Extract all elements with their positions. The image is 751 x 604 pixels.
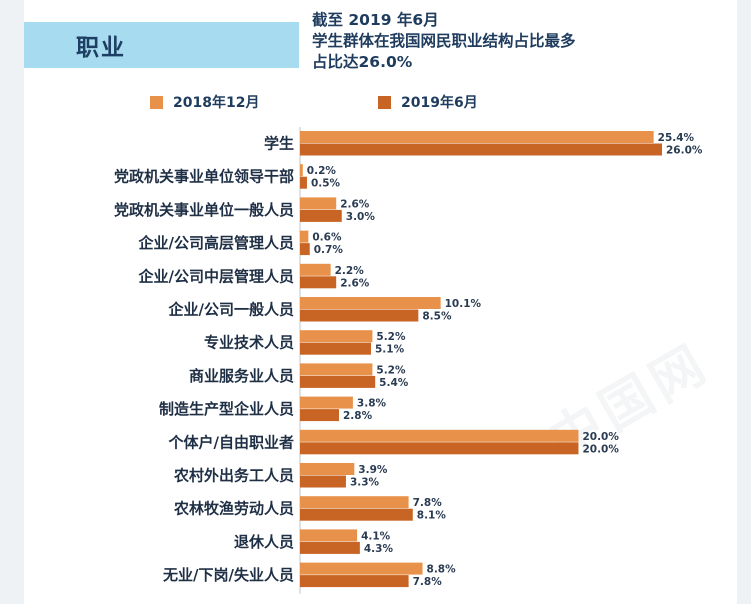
value-label: 26.0% (666, 145, 703, 157)
category-label: 企业/公司高层管理人员 (138, 234, 294, 252)
value-label: 7.8% (413, 576, 443, 588)
category-label: 党政机关事业单位领导干部 (114, 168, 294, 186)
value-label: 5.1% (375, 344, 405, 356)
bar-2018-12 (300, 164, 303, 177)
category-label: 无业/下岗/失业人员 (162, 566, 294, 584)
legend-item-series-b: 2019年6月 (378, 92, 478, 112)
bar-2019-06 (300, 276, 337, 289)
value-label: 2.2% (335, 265, 365, 277)
headline-line-2: 学生群体在我国网民职业结构占比最多 (312, 32, 576, 50)
bar-2018-12 (300, 197, 337, 210)
bar-2019-06 (300, 409, 339, 422)
bar-2019-06 (300, 209, 342, 222)
value-label: 8.1% (417, 510, 447, 522)
value-label: 5.2% (376, 331, 406, 343)
category-label: 专业技术人员 (204, 334, 294, 352)
value-label: 25.4% (658, 132, 695, 144)
value-label: 2.6% (340, 198, 370, 210)
bar-2019-06 (300, 309, 419, 322)
category-label: 农村外出务工人员 (173, 467, 294, 485)
headline-line-1: 截至 2019 年6月 (312, 11, 439, 29)
category-label: 学生 (264, 135, 294, 153)
bar-2019-06 (300, 143, 662, 156)
bar-2018-12 (300, 529, 358, 542)
value-label: 8.8% (427, 564, 457, 576)
category-label: 制造生产型企业人员 (159, 400, 294, 418)
bar-2018-12 (300, 429, 579, 442)
section-title: 职业 (76, 35, 126, 61)
bar-2019-06 (300, 541, 360, 554)
section-header-band (24, 22, 299, 68)
legend-label-series-b: 2019年6月 (401, 95, 478, 111)
value-label: 7.8% (413, 497, 443, 509)
category-label: 企业/公司中层管理人员 (138, 267, 294, 285)
bar-2019-06 (300, 243, 310, 256)
value-label: 0.2% (307, 165, 337, 177)
value-label: 3.0% (346, 211, 376, 223)
value-label: 0.5% (311, 178, 341, 190)
bar-2019-06 (300, 508, 413, 521)
value-label: 3.8% (357, 398, 387, 410)
category-label: 农林牧渔劳动人员 (173, 500, 294, 518)
value-label: 3.3% (350, 477, 380, 489)
bar-2018-12 (300, 496, 409, 509)
legend-swatch-series-a (150, 95, 163, 109)
category-label: 退休人员 (234, 533, 294, 551)
headline-line-3: 占比达26.0% (312, 53, 413, 71)
category-label: 个体户/自由职业者 (168, 433, 294, 451)
bar-2019-06 (300, 475, 346, 488)
value-label: 3.9% (358, 464, 388, 476)
bar-2018-12 (300, 131, 654, 143)
category-label: 党政机关事业单位一般人员 (114, 201, 294, 219)
legend-label-series-a: 2018年12月 (173, 95, 260, 111)
bar-2018-12 (300, 363, 373, 376)
bar-2018-12 (300, 263, 331, 276)
bar-2018-12 (300, 230, 309, 243)
value-label: 2.6% (340, 277, 370, 289)
value-label: 20.0% (582, 431, 619, 443)
bar-2018-12 (300, 562, 423, 575)
value-label: 2.8% (343, 410, 373, 422)
value-label: 0.6% (312, 232, 342, 244)
value-label: 5.4% (379, 377, 409, 389)
bar-2018-12 (300, 330, 373, 343)
legend-swatch-series-b (378, 95, 391, 109)
bar-2019-06 (300, 442, 579, 455)
headline: 截至 2019 年6月 学生群体在我国网民职业结构占比最多 占比达26.0% (312, 10, 576, 73)
bar-2019-06 (300, 176, 307, 189)
bar-2018-12 (300, 297, 441, 309)
legend-item-series-a: 2018年12月 (150, 92, 259, 112)
value-label: 4.3% (364, 543, 394, 555)
value-label: 8.5% (422, 311, 452, 323)
value-label: 10.1% (445, 298, 482, 310)
bar-2018-12 (300, 396, 353, 409)
value-label: 0.7% (314, 244, 344, 256)
bar-2019-06 (300, 342, 372, 355)
bar-2019-06 (300, 575, 409, 588)
category-label: 企业/公司一般人员 (168, 301, 294, 319)
value-label: 4.1% (361, 530, 391, 542)
category-label: 商业服务业人员 (189, 367, 294, 385)
bar-2019-06 (300, 375, 376, 388)
bar-2018-12 (300, 463, 355, 475)
value-label: 20.0% (582, 443, 619, 455)
value-label: 5.2% (376, 364, 406, 376)
